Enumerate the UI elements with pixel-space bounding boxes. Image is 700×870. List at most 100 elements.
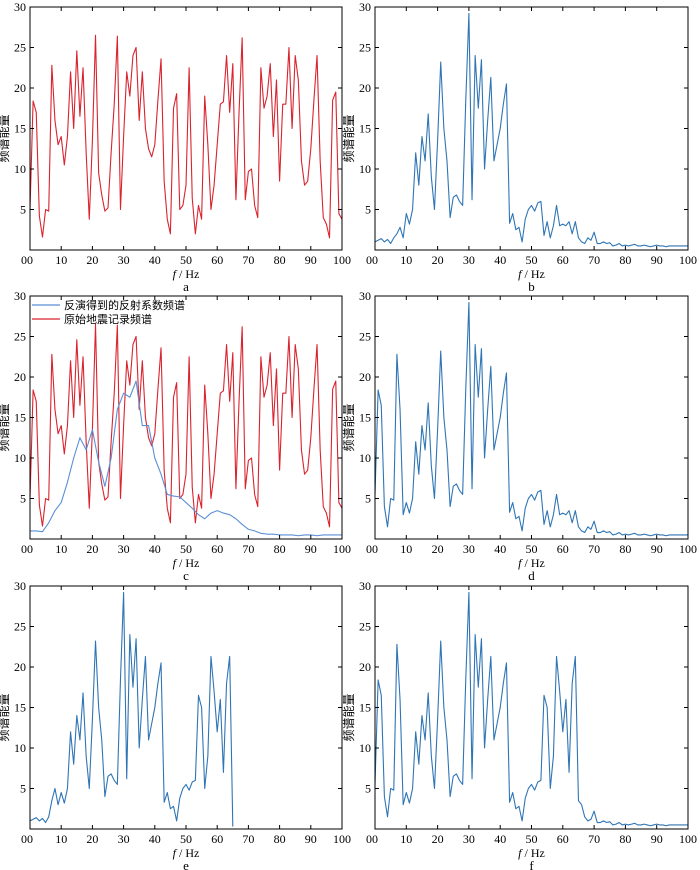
plot-frame <box>29 6 343 251</box>
y-tick-label: 25 <box>359 620 371 634</box>
y-tick-label: 30 <box>359 0 371 14</box>
x-tick-label: 30 <box>118 832 130 846</box>
y-tick-label: 15 <box>359 701 371 715</box>
x-tick-label: 40 <box>494 832 506 846</box>
y-tick-label: 5 <box>20 492 26 506</box>
panel-d: 0 10 20 30 40 50 60 70 80 90 100 0 5 10 15 20 25 30 频谱能量 f … <box>342 289 697 583</box>
panel-caption: a <box>183 279 189 294</box>
x-axis: 0 10 20 30 40 50 60 70 80 90 100 0 <box>366 7 697 267</box>
y-tick-label: 10 <box>359 451 371 465</box>
y-tick-label: 30 <box>14 289 26 303</box>
x-tick-label: 10 <box>55 542 67 556</box>
series-line-b-0 <box>374 12 688 248</box>
y-tick-label: 15 <box>14 701 26 715</box>
x-tick-label: 30 <box>463 542 475 556</box>
x-axis-label: f / Hz <box>173 556 200 570</box>
y-tick-label: 15 <box>14 122 26 136</box>
x-tick-label: 90 <box>305 542 317 556</box>
x-tick-label: 90 <box>305 253 317 267</box>
x-tick-label: 70 <box>242 253 254 267</box>
panel-f: 0 10 20 30 40 50 60 70 80 90 100 0 5 10 15 20 25 30 频谱能量 f … <box>342 579 697 870</box>
x-tick-label-origin: 0 <box>366 253 372 267</box>
x-axis-label-symbol: f <box>518 556 523 570</box>
x-tick-label: 70 <box>588 253 600 267</box>
x-tick-label: 50 <box>180 542 192 556</box>
panel-e: 0 10 20 30 40 50 60 70 80 90 100 0 5 10 15 20 25 30 频谱能量 f … <box>0 579 351 870</box>
panel-caption: e <box>183 858 189 870</box>
y-tick-label: 25 <box>14 620 26 634</box>
x-tick-label: 80 <box>619 253 631 267</box>
x-tick-label-origin: 0 <box>366 832 372 846</box>
y-axis-label: 频谱能量 <box>0 403 11 451</box>
y-tick-label: 5 <box>365 492 371 506</box>
x-axis-label: f / Hz <box>518 267 545 281</box>
y-axis-label: 频谱能量 <box>342 693 356 741</box>
y-tick-label: 30 <box>359 579 371 593</box>
y-axis: 5 10 15 20 25 30 <box>14 289 342 506</box>
x-tick-label: 50 <box>180 832 192 846</box>
plot-frame <box>374 295 689 540</box>
panel-b: 0 10 20 30 40 50 60 70 80 90 100 0 5 10 15 20 25 30 频谱能量 f … <box>342 0 697 294</box>
y-tick-label: 20 <box>14 81 26 95</box>
x-tick-label: 0 <box>27 253 33 267</box>
x-tick-label: 40 <box>149 832 161 846</box>
x-tick-label: 100 <box>679 253 697 267</box>
y-tick-label: 20 <box>359 81 371 95</box>
legend-label: 反演得到的反射系数频谱 <box>64 298 185 312</box>
y-tick-label: 10 <box>14 741 26 755</box>
x-tick-label-origin: 0 <box>21 832 27 846</box>
x-axis: 0 10 20 30 40 50 60 70 80 90 100 0 <box>366 586 697 846</box>
y-tick-label: 15 <box>14 411 26 425</box>
x-axis: 0 10 20 30 40 50 60 70 80 90 100 0 <box>21 296 351 556</box>
x-axis-label: f / Hz <box>518 556 545 570</box>
x-tick-label-origin: 0 <box>21 542 27 556</box>
x-tick-label: 0 <box>372 832 378 846</box>
panel-caption: d <box>528 568 535 583</box>
x-axis-label: f / Hz <box>173 846 200 860</box>
x-tick-label: 30 <box>118 542 130 556</box>
x-tick-label: 100 <box>679 832 697 846</box>
y-tick-label: 25 <box>14 330 26 344</box>
x-tick-label: 40 <box>494 253 506 267</box>
y-tick-label: 30 <box>14 0 26 14</box>
x-tick-label: 20 <box>86 253 98 267</box>
x-axis-label-symbol: f <box>518 267 523 281</box>
x-tick-label: 90 <box>651 253 663 267</box>
y-tick-label: 10 <box>14 451 26 465</box>
y-axis: 5 10 15 20 25 30 <box>359 579 688 796</box>
x-tick-label: 100 <box>333 832 351 846</box>
x-tick-label: 30 <box>463 832 475 846</box>
x-tick-label: 60 <box>557 253 569 267</box>
x-tick-label: 80 <box>274 542 286 556</box>
x-axis: 0 10 20 30 40 50 60 70 80 90 100 0 <box>21 586 351 846</box>
y-axis: 5 10 15 20 25 30 <box>359 289 688 506</box>
x-axis-label-unit: / Hz <box>522 846 545 860</box>
x-tick-label-origin: 0 <box>366 542 372 556</box>
x-tick-label: 0 <box>372 253 378 267</box>
y-tick-label: 5 <box>20 782 26 796</box>
x-tick-label-origin: 0 <box>21 253 27 267</box>
y-tick-label: 10 <box>359 741 371 755</box>
x-tick-label: 90 <box>305 832 317 846</box>
y-tick-label: 15 <box>359 411 371 425</box>
x-axis-label-unit: / Hz <box>176 267 199 281</box>
y-tick-label: 20 <box>14 370 26 384</box>
y-axis: 5 10 15 20 25 30 <box>14 0 342 217</box>
y-axis-label: 频谱能量 <box>342 403 356 451</box>
plot-frame <box>374 6 689 251</box>
x-tick-label: 40 <box>494 542 506 556</box>
y-tick-label: 5 <box>20 203 26 217</box>
x-tick-label: 80 <box>274 832 286 846</box>
x-tick-label: 50 <box>526 832 538 846</box>
x-tick-label: 20 <box>432 542 444 556</box>
x-tick-label: 20 <box>432 253 444 267</box>
x-tick-label: 100 <box>679 542 697 556</box>
x-tick-label: 10 <box>400 542 412 556</box>
plot-frame <box>29 585 343 830</box>
x-tick-label: 80 <box>619 832 631 846</box>
y-tick-label: 5 <box>365 782 371 796</box>
x-tick-label: 0 <box>372 542 378 556</box>
x-tick-label: 0 <box>27 542 33 556</box>
x-tick-label: 30 <box>118 253 130 267</box>
